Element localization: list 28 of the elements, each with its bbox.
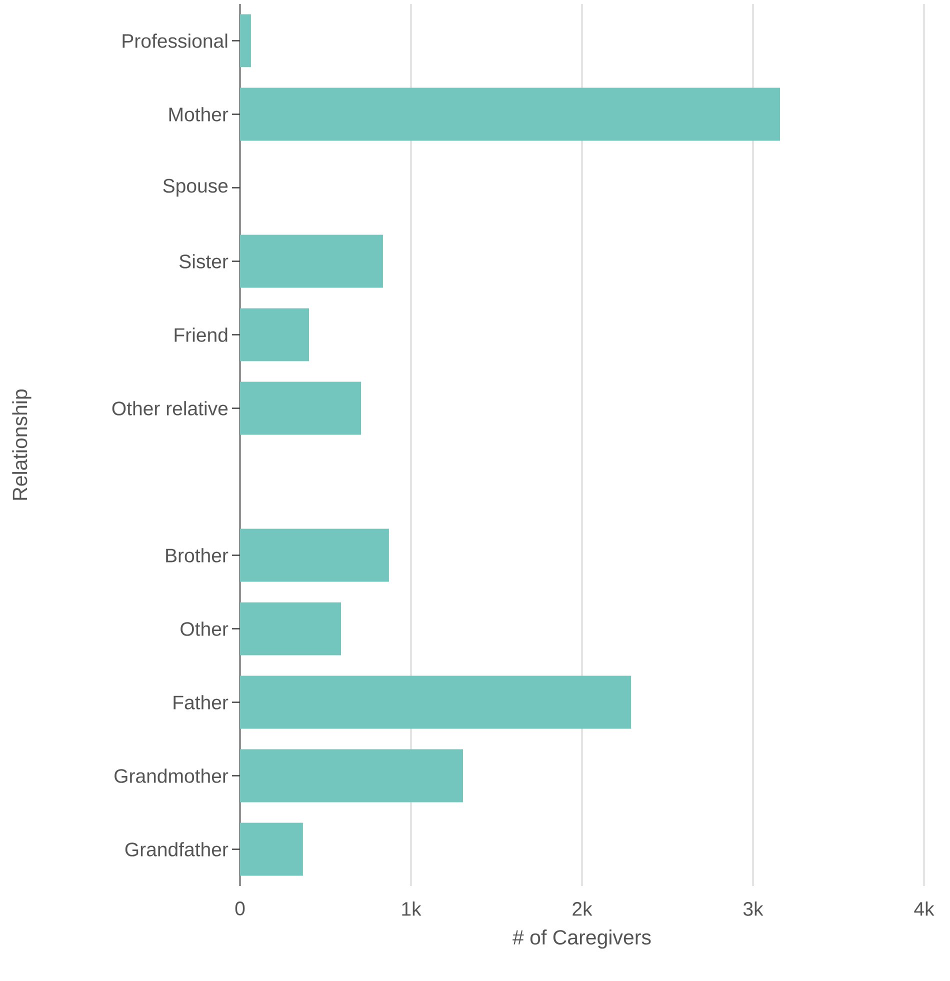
y-axis-title: Relationship bbox=[12, 389, 32, 500]
y-tick-label: Brother bbox=[166, 548, 228, 562]
bar bbox=[240, 602, 342, 656]
x-axis-title: # of Caregivers bbox=[512, 930, 651, 949]
bar bbox=[240, 749, 463, 802]
bar bbox=[240, 14, 251, 68]
bar bbox=[240, 676, 632, 729]
y-tick-label: Friend bbox=[174, 328, 228, 342]
y-tick-label: Grandfather bbox=[125, 842, 228, 856]
x-tick-label: 1k bbox=[402, 902, 422, 916]
y-tick-label: Professional bbox=[122, 34, 228, 48]
y-tick-label: Spouse bbox=[163, 178, 228, 197]
x-tick-label: 4k bbox=[914, 902, 934, 916]
y-tick-label: Other relative bbox=[112, 401, 228, 416]
x-tick-label: 2k bbox=[572, 902, 592, 916]
x-tick-label: 0 bbox=[235, 902, 245, 916]
bar bbox=[240, 822, 303, 876]
x-tick-label: 3k bbox=[743, 902, 764, 916]
bar bbox=[240, 234, 383, 288]
y-tick-label: Other bbox=[180, 622, 228, 636]
bar bbox=[240, 88, 780, 141]
bar bbox=[240, 308, 310, 362]
y-tick-label: Sister bbox=[180, 254, 228, 268]
bar bbox=[240, 382, 362, 435]
y-tick-label: Mother bbox=[169, 107, 228, 122]
y-tick-label: Grandmother bbox=[114, 768, 228, 783]
bar bbox=[240, 528, 389, 582]
y-tick-label: Father bbox=[174, 695, 228, 710]
